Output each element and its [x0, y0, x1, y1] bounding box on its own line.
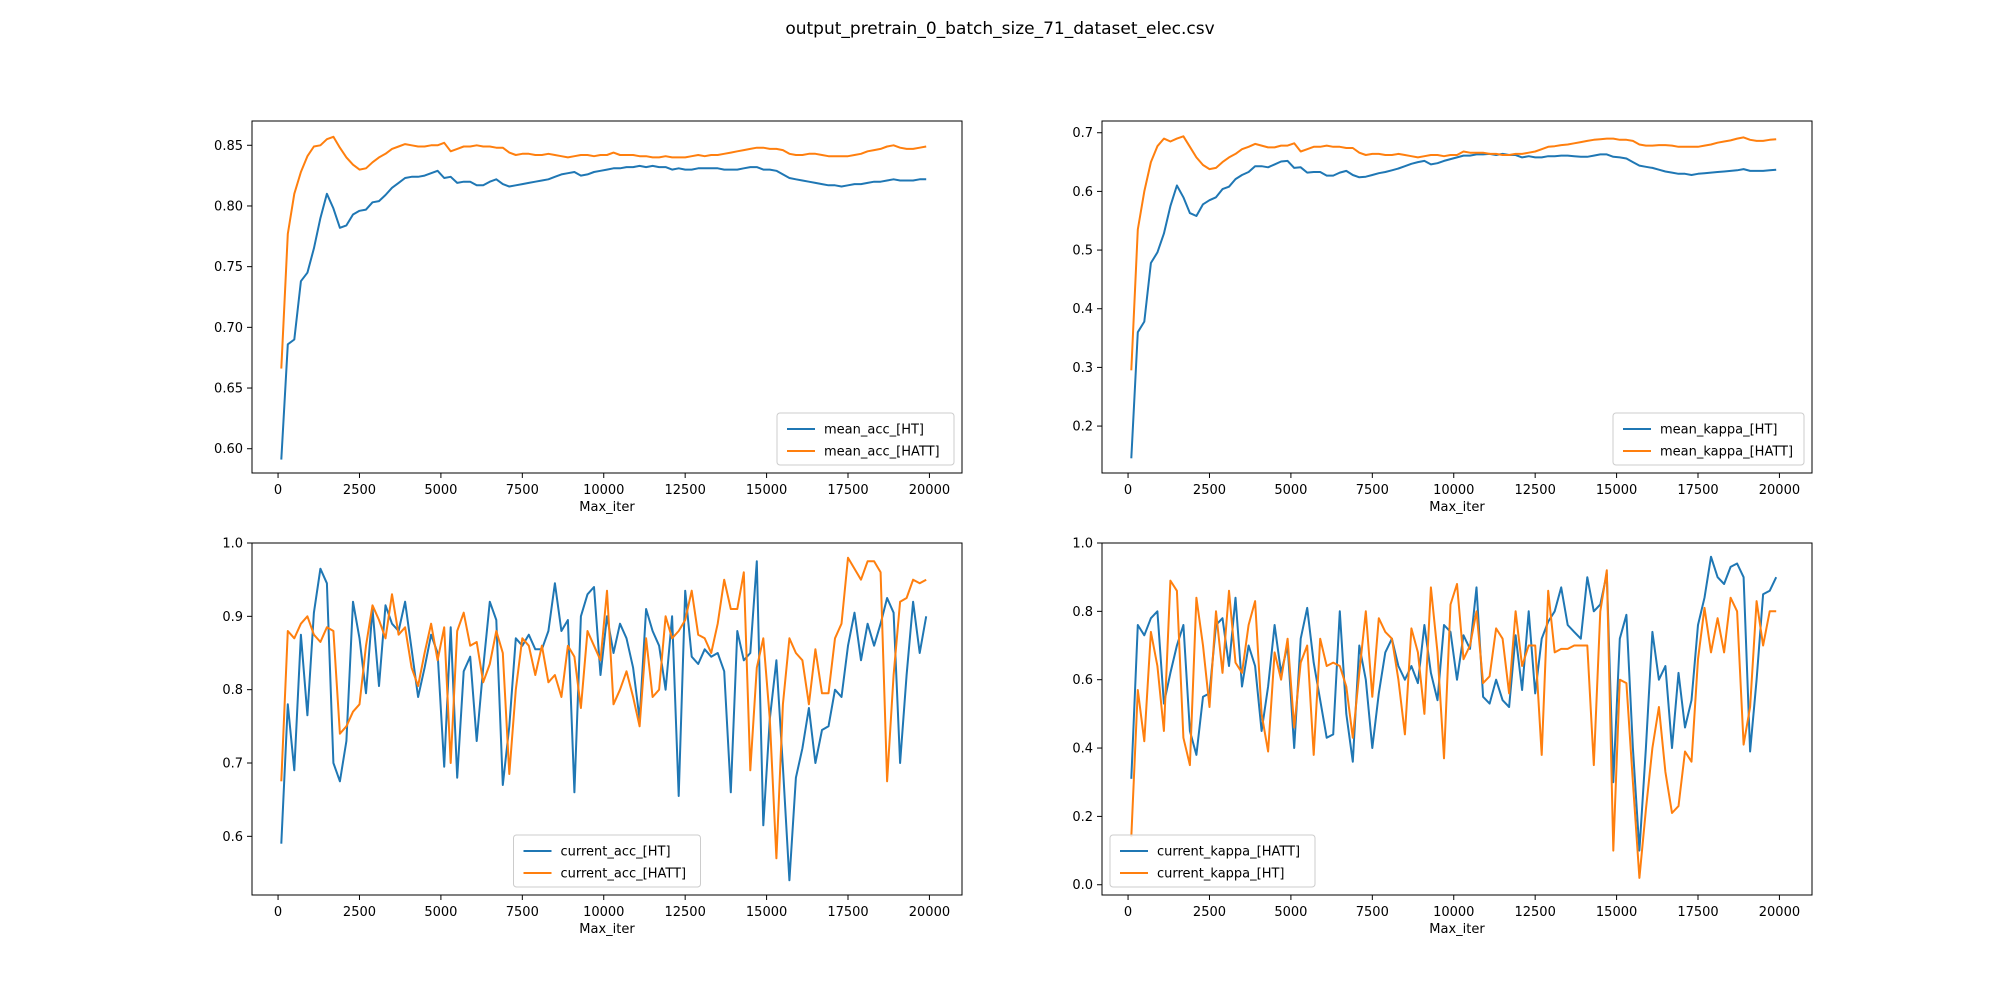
chart-current-acc: 0 2500 5000 7500 10000 12500 15000 17500 20000 0.… [222, 537, 963, 937]
x-tick-label: 20000 [909, 905, 950, 920]
y-tick-label: 0.8 [1072, 605, 1093, 620]
y-tick-label: 0.6 [1072, 185, 1093, 200]
x-tick-label: 20000 [1759, 905, 1800, 920]
y-tick-label: 0.6 [1072, 673, 1093, 688]
legend: current_acc_[HT] current_acc_[HATT] [513, 834, 701, 888]
series-line-mean_acc_[HATT] [280, 135, 927, 369]
y-tick-label: 0.4 [1072, 742, 1093, 757]
x-tick-label: 12500 [1514, 483, 1555, 498]
y-tick-label: 0.9 [222, 610, 243, 625]
y-tick-label: 0.3 [1072, 361, 1093, 376]
legend-box [1612, 412, 1805, 466]
y-tick-label: 0.85 [214, 139, 243, 154]
legend: mean_acc_[HT] mean_acc_[HATT] [776, 412, 955, 466]
legend-label: current_kappa_[HATT] [1157, 845, 1300, 860]
x-tick-label: 7500 [506, 905, 539, 920]
x-tick-label: 17500 [1677, 905, 1718, 920]
x-tick-label: 12500 [1514, 905, 1555, 920]
y-tick-label: 1.0 [1072, 537, 1093, 552]
legend-label: current_acc_[HATT] [561, 867, 687, 882]
x-tick-label: 15000 [1596, 905, 1637, 920]
legend-box [513, 834, 701, 888]
x-tick-label: 5000 [424, 483, 457, 498]
x-tick-label: 15000 [746, 483, 787, 498]
x-tick-label: 5000 [424, 905, 457, 920]
x-tick-label: 10000 [1433, 905, 1474, 920]
x-tick-label: 2500 [343, 483, 376, 498]
series-line-mean_kappa_[HATT] [1130, 135, 1777, 371]
legend-label: mean_acc_[HATT] [824, 445, 940, 460]
y-tick-label: 0.2 [1072, 420, 1093, 435]
x-tick-label: 17500 [827, 483, 868, 498]
x-tick-label: 2500 [1193, 483, 1226, 498]
axes-frame [251, 120, 963, 474]
y-tick-label: 0.4 [1072, 302, 1093, 317]
y-tick-label: 0.60 [214, 442, 243, 457]
axes-frame [1101, 542, 1813, 896]
x-tick-label: 15000 [1596, 483, 1637, 498]
x-tick-label: 0 [1124, 905, 1132, 920]
x-tick-label: 5000 [1274, 483, 1307, 498]
y-tick-label: 1.0 [222, 537, 243, 552]
x-tick-label: 10000 [583, 905, 624, 920]
x-tick-label: 20000 [909, 483, 950, 498]
legend-label: current_acc_[HT] [561, 845, 671, 860]
x-tick-label: 17500 [1677, 483, 1718, 498]
y-tick-label: 0.75 [214, 260, 243, 275]
chart-current-kappa: 0 2500 5000 7500 10000 12500 15000 17500 20000 0.… [1072, 537, 1813, 937]
x-tick-label: 7500 [1356, 483, 1389, 498]
x-tick-label: 0 [274, 483, 282, 498]
x-tick-label: 10000 [583, 483, 624, 498]
x-tick-label: 20000 [1759, 483, 1800, 498]
x-tick-label: 0 [1124, 483, 1132, 498]
legend-box [776, 412, 955, 466]
series-line-mean_acc_[HT] [280, 164, 927, 460]
chart-mean-acc: 0 2500 5000 7500 10000 12500 15000 17500 20000 0.… [214, 120, 963, 515]
y-tick-label: 0.6 [222, 830, 243, 845]
x-tick-label: 5000 [1274, 905, 1307, 920]
y-tick-label: 0.7 [1072, 126, 1093, 141]
y-tick-label: 0.65 [214, 382, 243, 397]
x-tick-label: 12500 [664, 483, 705, 498]
y-tick-label: 0.0 [1072, 878, 1093, 893]
x-tick-label: 0 [274, 905, 282, 920]
x-axis-label: Max_iter [1429, 500, 1485, 515]
y-tick-label: 0.5 [1072, 244, 1093, 259]
legend-label: current_kappa_[HT] [1157, 867, 1285, 882]
axes-frame [1101, 120, 1813, 474]
legend-label: mean_acc_[HT] [824, 423, 924, 438]
x-tick-label: 7500 [1356, 905, 1389, 920]
x-tick-label: 2500 [343, 905, 376, 920]
series-line-current_kappa_[HATT] [1130, 555, 1778, 852]
legend-label: mean_kappa_[HT] [1660, 423, 1777, 438]
x-axis-label: Max_iter [1429, 922, 1485, 937]
axes-frame [251, 542, 963, 896]
series-line-current_kappa_[HT] [1130, 569, 1777, 879]
x-tick-label: 7500 [506, 483, 539, 498]
x-tick-label: 15000 [746, 905, 787, 920]
x-tick-label: 10000 [1433, 483, 1474, 498]
figure-title: output_pretrain_0_batch_size_71_dataset_… [785, 19, 1214, 39]
x-tick-label: 2500 [1193, 905, 1226, 920]
series-line-mean_kappa_[HT] [1130, 152, 1777, 459]
legend: mean_kappa_[HT] mean_kappa_[HATT] [1612, 412, 1805, 466]
legend: current_kappa_[HATT] current_kappa_[HT] [1109, 834, 1316, 888]
x-tick-label: 17500 [827, 905, 868, 920]
y-tick-label: 0.2 [1072, 810, 1093, 825]
x-axis-label: Max_iter [579, 922, 635, 937]
y-tick-label: 0.70 [214, 321, 243, 336]
legend-box [1109, 834, 1316, 888]
x-axis-label: Max_iter [579, 500, 635, 515]
series-line-current_acc_[HATT] [280, 556, 927, 860]
y-tick-label: 0.7 [222, 757, 243, 772]
chart-mean-kappa: 0 2500 5000 7500 10000 12500 15000 17500 20000 0.… [1072, 120, 1813, 515]
x-tick-label: 12500 [664, 905, 705, 920]
legend-label: mean_kappa_[HATT] [1660, 445, 1793, 460]
y-tick-label: 0.8 [222, 683, 243, 698]
y-tick-label: 0.80 [214, 199, 243, 214]
